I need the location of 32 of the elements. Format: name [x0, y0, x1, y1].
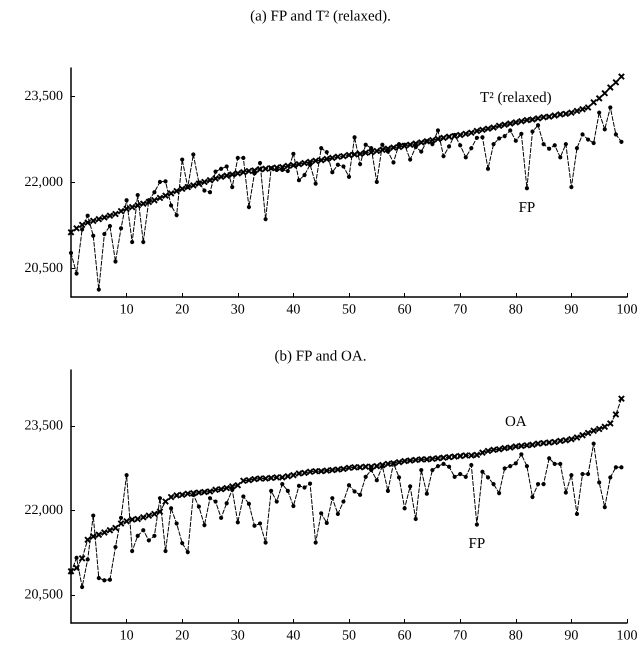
- series-label: T² (relaxed): [480, 90, 552, 106]
- x-tick-label: 40: [286, 628, 300, 644]
- y-tick-label: 23,500: [24, 418, 63, 434]
- x-tick-label: 40: [286, 302, 300, 318]
- x-tick-label: 80: [508, 628, 523, 644]
- series-label: OA: [504, 414, 527, 430]
- series-label: FP: [468, 536, 486, 552]
- x-tick-label: 10: [120, 302, 134, 318]
- y-tick-label: 22,000: [24, 503, 63, 518]
- series-label: FP: [518, 200, 536, 216]
- y-tick-label: 22,000: [24, 175, 63, 190]
- y-tick-label: 20,500: [24, 587, 63, 602]
- x-tick-label: 20: [175, 302, 190, 318]
- x-tick-label: 100: [616, 628, 638, 644]
- x-tick-label: 50: [342, 302, 356, 318]
- x-tick-label: 60: [398, 628, 412, 644]
- x-tick-label: 10: [120, 628, 134, 644]
- x-tick-label: 90: [564, 302, 578, 318]
- x-tick-label: 60: [398, 302, 412, 318]
- x-tick-label: 50: [342, 628, 356, 644]
- y-tick-label: 23,500: [24, 89, 63, 104]
- x-tick-label: 20: [175, 628, 190, 644]
- x-tick-label: 90: [564, 628, 578, 644]
- chart-title: (b) FP and OA.: [274, 348, 366, 364]
- x-tick-label: 80: [508, 302, 523, 318]
- x-tick-label: 70: [453, 302, 468, 318]
- x-tick-label: 30: [230, 628, 245, 644]
- chart-title: (a) FP and T² (relaxed).: [250, 8, 391, 24]
- x-tick-label: 30: [230, 302, 245, 318]
- x-tick-label: 100: [616, 302, 638, 318]
- y-tick-label: 20,500: [24, 260, 63, 276]
- x-tick-label: 70: [453, 628, 468, 644]
